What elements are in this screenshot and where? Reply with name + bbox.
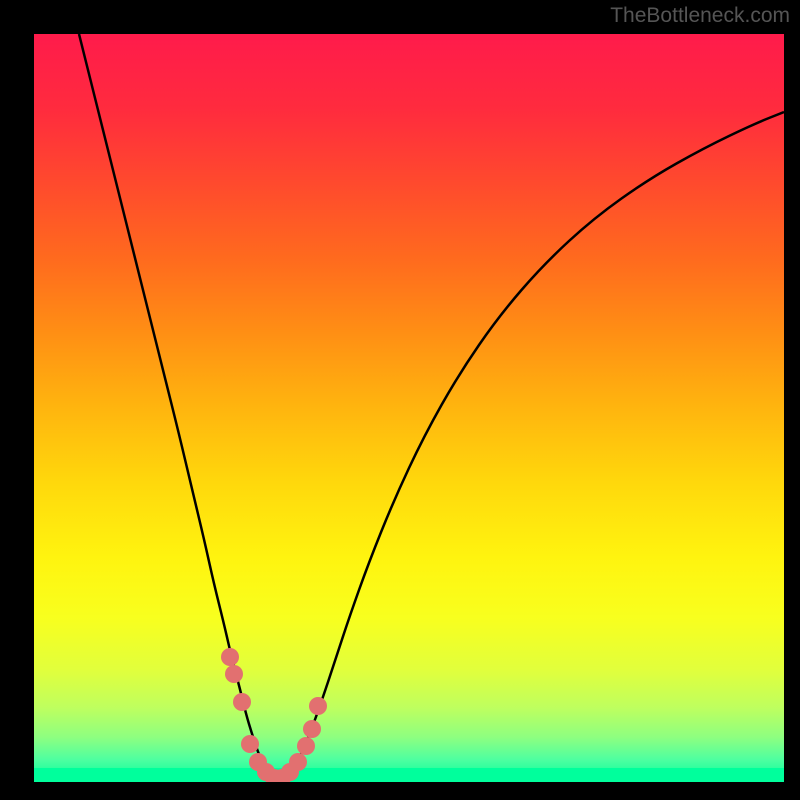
bottleneck-curve	[79, 34, 784, 778]
data-marker	[233, 693, 251, 711]
data-marker	[303, 720, 321, 738]
data-marker	[297, 737, 315, 755]
data-marker	[221, 648, 239, 666]
data-marker	[241, 735, 259, 753]
border-bottom	[0, 782, 800, 800]
data-marker	[289, 753, 307, 771]
border-right	[784, 0, 800, 800]
chart-area	[34, 34, 784, 782]
data-marker	[225, 665, 243, 683]
border-left	[0, 0, 34, 800]
watermark-text: TheBottleneck.com	[610, 4, 790, 28]
data-marker	[309, 697, 327, 715]
bottleneck-curve-svg	[34, 34, 784, 782]
chart-container: TheBottleneck.com	[0, 0, 800, 800]
